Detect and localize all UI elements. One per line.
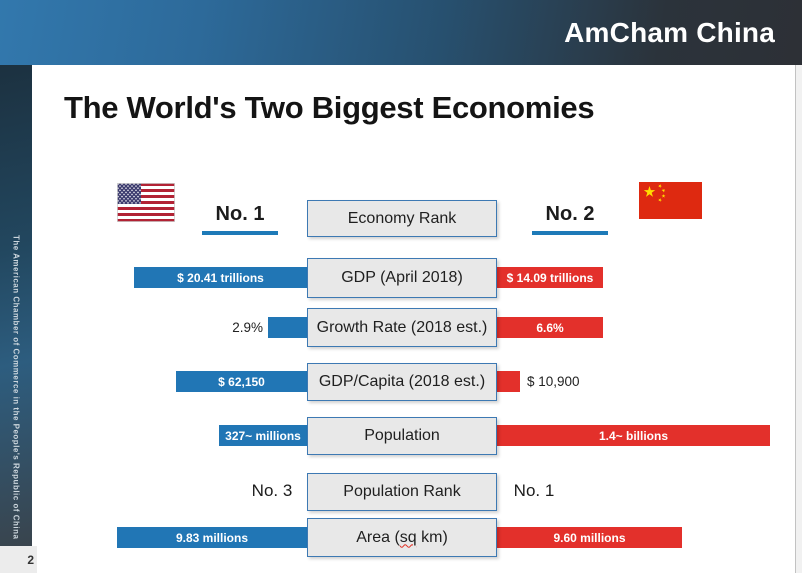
metric-box-gdp: GDP (April 2018) xyxy=(307,258,497,298)
china-rank-underline xyxy=(532,231,608,235)
china-area-value: 9.60 millions xyxy=(553,530,626,545)
metric-box-economy-rank: Economy Rank xyxy=(307,200,497,237)
spellcheck-underline: sq xyxy=(399,528,417,546)
page-number-strip: 2 xyxy=(0,546,37,573)
china-population-bar: 1.4~ billions xyxy=(497,425,770,446)
sidebar-vertical-text: The American Chamber of Commerce in the … xyxy=(11,235,21,540)
us-rank-underline xyxy=(202,231,278,235)
us-growth-bar xyxy=(268,317,307,338)
metric-label-population-rank: Population Rank xyxy=(343,483,461,500)
metric-label-economy-rank: Economy Rank xyxy=(347,209,457,227)
slide-right-edge xyxy=(795,65,796,573)
china-area-bar: 9.60 millions xyxy=(497,527,682,548)
china-gdp-capita-value: $ 10,900 xyxy=(527,374,580,389)
header-band: AmCham China xyxy=(0,0,802,65)
metric-label-gdp: GDP (April 2018) xyxy=(341,269,463,286)
us-rank-header: No. 1 xyxy=(215,203,265,225)
metric-box-population-rank: Population Rank xyxy=(307,473,497,511)
china-growth-value: 6.6% xyxy=(536,320,564,335)
us-gdp-value: $ 20.41 trillions xyxy=(177,270,264,285)
us-gdp-capita-value: $ 62,150 xyxy=(218,374,265,389)
slide-title: The World's Two Biggest Economies xyxy=(64,90,595,125)
metric-label-population: Population xyxy=(364,427,440,444)
china-gdp-value: $ 14.09 trillions xyxy=(506,270,594,285)
china-flag-icon xyxy=(639,182,702,219)
us-flag-icon xyxy=(117,183,176,223)
us-gdp-capita-bar: $ 62,150 xyxy=(176,371,307,392)
metric-label-growth-rate: Growth Rate (2018 est.) xyxy=(316,318,488,336)
metric-box-growth-rate: Growth Rate (2018 est.) xyxy=(307,308,497,347)
page-number: 2 xyxy=(27,552,34,567)
us-growth-value: 2.9% xyxy=(232,320,263,335)
metric-box-population: Population xyxy=(307,417,497,455)
china-growth-bar: 6.6% xyxy=(497,317,603,338)
china-gdp-bar: $ 14.09 trillions xyxy=(497,267,603,288)
us-population-rank-value: No. 3 xyxy=(251,481,293,500)
metric-box-gdp-capita: GDP/Capita (2018 est.) xyxy=(307,363,497,401)
china-rank-header: No. 2 xyxy=(545,203,595,225)
china-population-value: 1.4~ billions xyxy=(598,428,669,443)
left-sidebar: The American Chamber of Commerce in the … xyxy=(0,65,32,546)
us-area-bar: 9.83 millions xyxy=(117,527,307,548)
us-population-value: 327~ millions xyxy=(225,428,301,443)
metric-label-area: Area (sq km) xyxy=(356,528,448,546)
us-gdp-bar: $ 20.41 trillions xyxy=(134,267,307,288)
china-gdp-capita-bar xyxy=(497,371,520,392)
china-population-rank-value: No. 1 xyxy=(513,481,555,500)
right-margin-strip xyxy=(796,65,802,573)
metric-label-gdp-capita: GDP/Capita (2018 est.) xyxy=(318,373,486,390)
us-area-value: 9.83 millions xyxy=(175,530,249,545)
metric-box-area: Area (sq km) xyxy=(307,518,497,557)
us-population-bar: 327~ millions xyxy=(219,425,307,446)
brand-logo-text: AmCham China xyxy=(564,17,775,48)
